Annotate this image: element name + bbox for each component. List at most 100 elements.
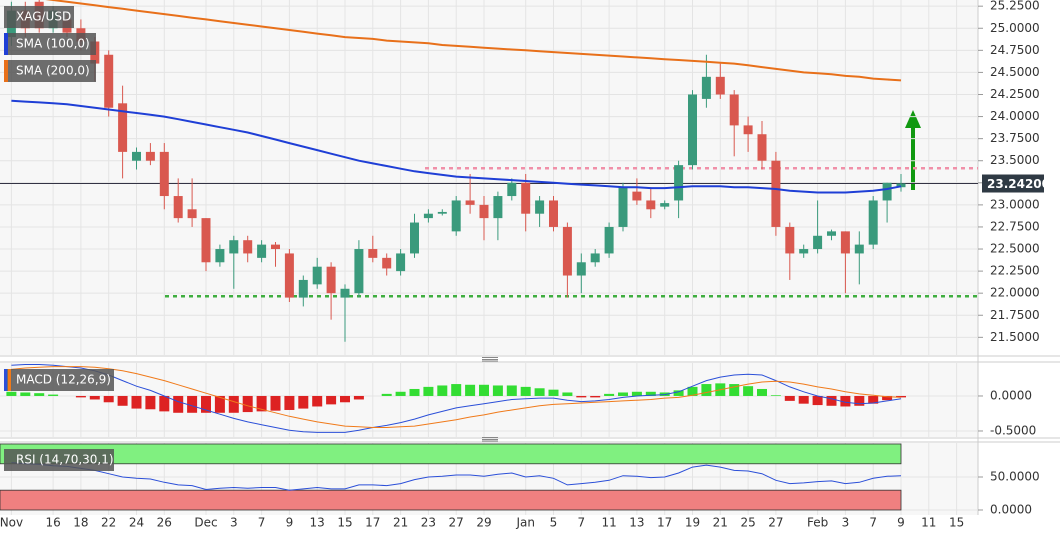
histogram-bar bbox=[48, 394, 59, 396]
histogram-bar bbox=[882, 395, 893, 401]
candle-body bbox=[118, 103, 128, 152]
histogram-bar bbox=[117, 395, 128, 406]
candle-body bbox=[410, 222, 419, 254]
candle-body bbox=[145, 151, 155, 161]
x-tick-label: 16 bbox=[45, 516, 60, 530]
macd-line bbox=[11, 366, 902, 428]
x-tick-label: 25 bbox=[740, 516, 755, 530]
candle-body bbox=[340, 288, 350, 298]
legend-label: SMA (100,0) bbox=[16, 37, 90, 51]
y-tick-label: 23.0000 bbox=[990, 197, 1040, 211]
rsi-band bbox=[0, 489, 902, 511]
histogram-bar bbox=[103, 395, 114, 403]
histogram-bar bbox=[576, 395, 587, 398]
legend-box bbox=[4, 449, 114, 471]
x-tick-label: 3 bbox=[842, 516, 850, 530]
y-tick-label: 21.7500 bbox=[990, 308, 1040, 322]
sma-line bbox=[11, 99, 902, 194]
x-tick-label: 21 bbox=[713, 516, 728, 530]
macd-line bbox=[11, 364, 902, 433]
x-tick-label: 21 bbox=[393, 516, 408, 530]
histogram-bar bbox=[840, 395, 851, 407]
histogram-bar bbox=[896, 395, 906, 398]
histogram-bar bbox=[173, 395, 184, 413]
candle-body bbox=[701, 76, 711, 99]
candle-body bbox=[549, 200, 558, 227]
plot-area bbox=[6, 364, 906, 433]
histogram-bar bbox=[381, 393, 392, 396]
x-tick-label: 17 bbox=[657, 516, 672, 530]
histogram-bar bbox=[89, 395, 100, 400]
legend-label: SMA (200,0) bbox=[16, 64, 90, 78]
candle-body bbox=[854, 244, 864, 254]
candle-body bbox=[840, 231, 850, 254]
candle-body bbox=[785, 226, 795, 254]
x-tick-label: 11 bbox=[921, 516, 936, 530]
histogram-bar bbox=[506, 385, 517, 396]
histogram-bar bbox=[784, 395, 795, 401]
histogram-bar bbox=[187, 395, 198, 413]
histogram-bar bbox=[618, 392, 628, 396]
plot-area bbox=[0, 0, 978, 342]
histogram-bar bbox=[214, 395, 225, 413]
candle-body bbox=[396, 253, 406, 272]
candle-body bbox=[896, 183, 906, 188]
histogram-bar bbox=[520, 386, 531, 396]
y-tick-label: 0.0000 bbox=[990, 502, 1032, 516]
y-tick-label: 22.2500 bbox=[990, 264, 1040, 278]
candle-body bbox=[187, 209, 197, 219]
candle-body bbox=[257, 244, 267, 258]
candle-body bbox=[576, 262, 586, 276]
y-tick-label: 24.5000 bbox=[990, 65, 1040, 79]
x-tick-label: 24 bbox=[129, 516, 144, 530]
x-tick-label: 18 bbox=[73, 516, 88, 530]
sma-line bbox=[45, 0, 902, 82]
histogram-bar bbox=[743, 386, 754, 396]
candle-body bbox=[298, 279, 308, 298]
x-tick-label: 9 bbox=[286, 516, 294, 530]
candle-body bbox=[715, 76, 725, 95]
histogram-bar bbox=[131, 395, 142, 409]
candle-body bbox=[465, 200, 475, 205]
candle-body bbox=[521, 182, 531, 214]
histogram-bar bbox=[548, 389, 559, 396]
candle-body bbox=[868, 200, 878, 245]
candle-body bbox=[312, 266, 322, 285]
y-tick-label: 22.7500 bbox=[990, 219, 1040, 233]
histogram-bar bbox=[868, 395, 879, 404]
histogram-bar bbox=[673, 390, 684, 396]
candle-body bbox=[632, 191, 642, 201]
histogram-bar bbox=[340, 395, 350, 403]
candle-body bbox=[882, 182, 892, 201]
histogram-bar bbox=[34, 393, 45, 396]
candle-body bbox=[451, 200, 461, 232]
price-label-box bbox=[982, 174, 1044, 193]
resize-handle[interactable] bbox=[482, 357, 498, 442]
histogram-bar bbox=[854, 395, 865, 406]
legend-swatch bbox=[4, 33, 8, 55]
x-tick-label: Feb bbox=[807, 516, 828, 530]
candle-body bbox=[757, 134, 767, 161]
candle-body bbox=[535, 200, 545, 214]
candle-body bbox=[646, 200, 656, 210]
candle-body bbox=[743, 125, 753, 135]
histogram-bar bbox=[326, 395, 337, 405]
histogram-bar bbox=[423, 386, 434, 396]
legend-swatch bbox=[4, 369, 7, 391]
histogram-bar bbox=[534, 388, 545, 396]
legend-swatch bbox=[8, 369, 11, 391]
x-tick-label: 7 bbox=[258, 516, 266, 530]
price-label: 23.24200 bbox=[987, 177, 1050, 191]
histogram-bar bbox=[631, 391, 642, 396]
candle-body bbox=[271, 244, 280, 250]
candle-body bbox=[562, 226, 572, 276]
x-tick-label: Dec bbox=[194, 516, 217, 530]
legend-box bbox=[4, 33, 96, 55]
histogram-bar bbox=[798, 395, 809, 404]
x-tick-label: Jan bbox=[515, 516, 535, 530]
x-tick-label: 13 bbox=[629, 516, 644, 530]
y-tick-label: 24.7500 bbox=[990, 43, 1040, 57]
histogram-bar bbox=[75, 395, 86, 398]
candle-body bbox=[813, 235, 823, 250]
histogram-bar bbox=[228, 395, 239, 413]
